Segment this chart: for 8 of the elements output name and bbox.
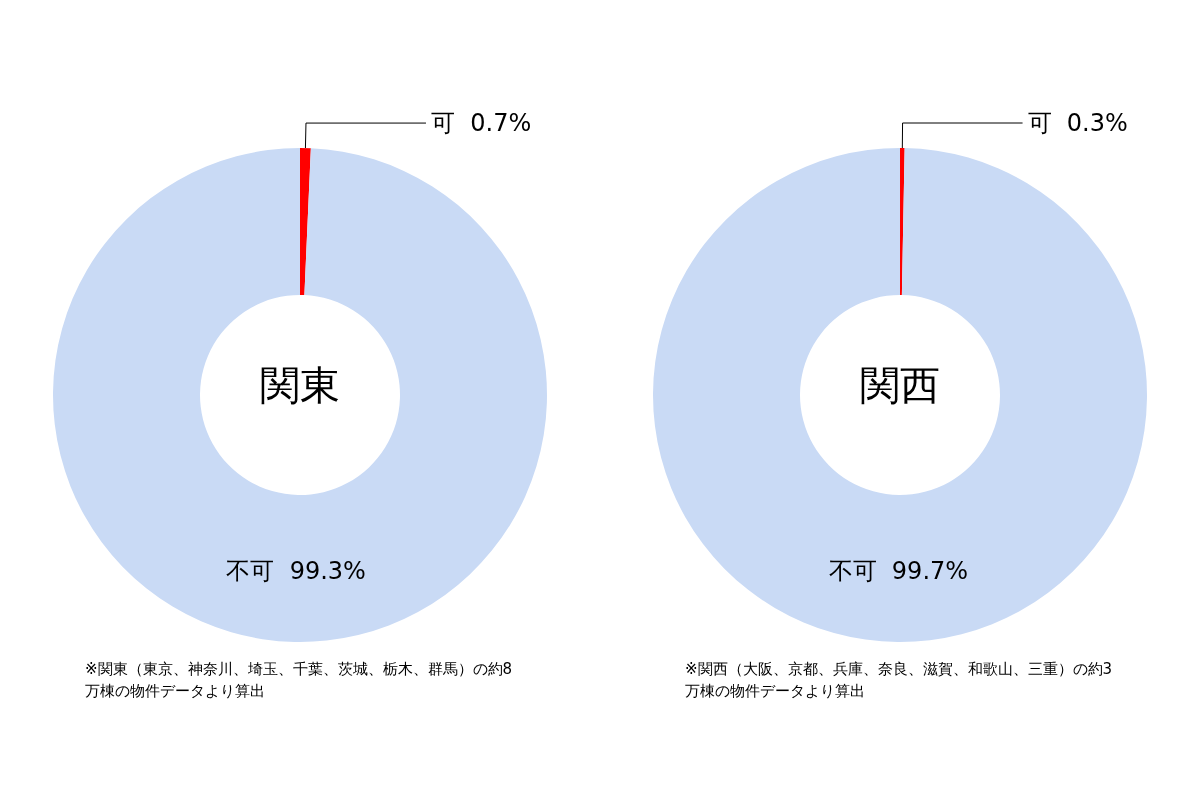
text: ※関西（大阪、京都、兵庫、奈良、滋賀、和歌山、三重）の約3万棟の物件データより算出 xyxy=(685,660,1113,700)
slice-label: 不可 99.3% xyxy=(226,557,366,586)
slice-label: 可 0.3% xyxy=(1027,109,1128,138)
text: 関西 xyxy=(860,362,940,408)
text: ※関東（東京、神奈川、埼玉、千葉、茨城、栃木、群馬）の約8万棟の物件データより算出 xyxy=(85,660,513,700)
text: 関東 xyxy=(260,362,340,408)
slice-label: 不可 99.7% xyxy=(828,557,969,586)
slice-label: 可 0.7% xyxy=(430,109,532,138)
